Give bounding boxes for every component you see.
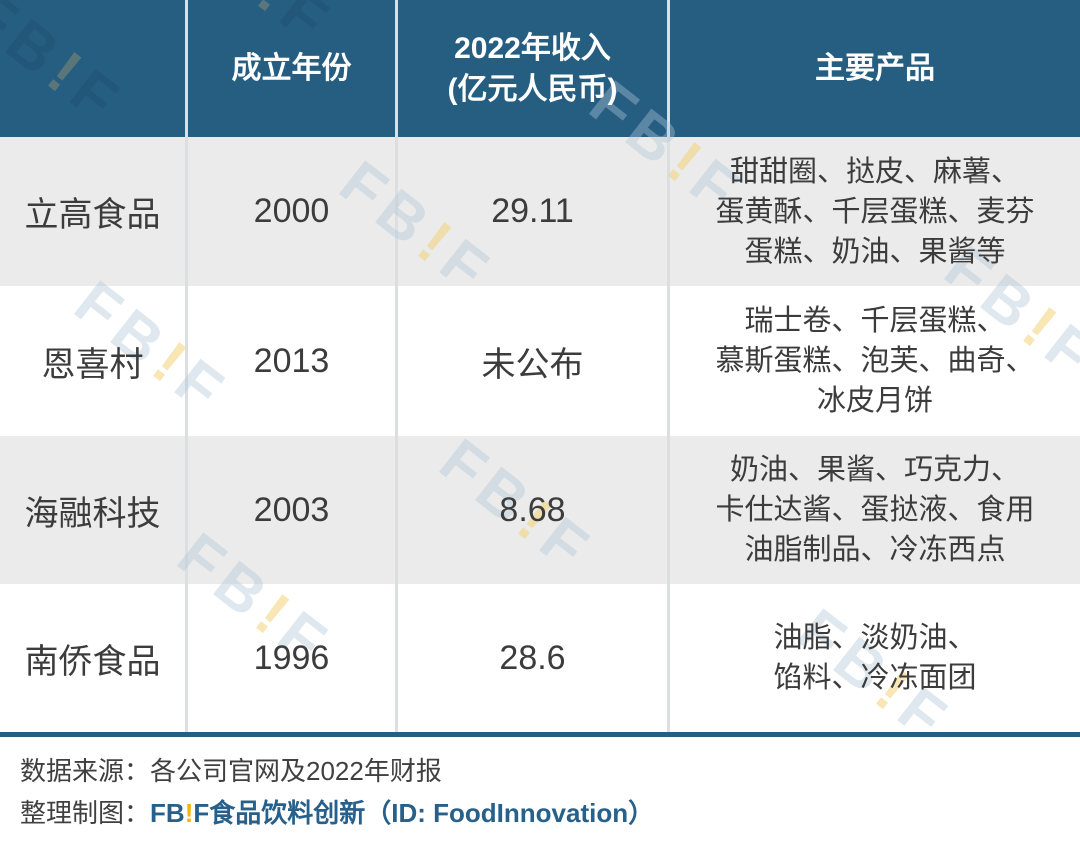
credit-suffix: 食品饮料创新（ID: FoodInnovation）: [209, 798, 655, 828]
company-cell: 恩喜村: [0, 286, 188, 436]
header-products-label: 主要产品: [815, 52, 935, 85]
revenue-value: 29.11: [491, 192, 574, 230]
credit-prefix: 整理制图：: [20, 798, 151, 828]
company-name: 立高食品: [24, 196, 161, 234]
company-name: 恩喜村: [41, 345, 144, 384]
revenue-cell: 28.6: [398, 584, 670, 732]
company-cell: 海融科技: [0, 436, 188, 584]
table-row: 恩喜村 2013 未公布 瑞士卷、千层蛋糕、 慕斯蛋糕、泡芙、曲奇、 冰皮月饼: [0, 286, 1080, 436]
founded-cell: 2003: [188, 436, 398, 584]
products-cell: 奶油、果酱、巧克力、 卡仕达酱、蛋挞液、食用 油脂制品、冷冻西点: [670, 436, 1080, 584]
founded-year: 2013: [253, 341, 330, 380]
products-list: 瑞士卷、千层蛋糕、 慕斯蛋糕、泡芙、曲奇、 冰皮月饼: [715, 305, 1035, 417]
company-cell: 立高食品: [0, 137, 188, 286]
products-cell: 瑞士卷、千层蛋糕、 慕斯蛋糕、泡芙、曲奇、 冰皮月饼: [670, 286, 1080, 436]
founded-year: 2003: [253, 490, 330, 529]
header-cell-founded: 成立年份: [188, 0, 398, 137]
revenue-cell: 8.68: [398, 436, 670, 584]
products-list: 油脂、淡奶油、 馅料、冷冻面团: [773, 622, 977, 694]
header-founded-label: 成立年份: [231, 52, 352, 85]
revenue-value: 8.68: [499, 490, 566, 529]
products-cell: 甜甜圈、挞皮、麻薯、 蛋黄酥、千层蛋糕、麦芬 蛋糕、奶油、果酱等: [670, 137, 1080, 286]
founded-cell: 2000: [188, 137, 398, 286]
fbif-logo-f: F: [193, 798, 210, 828]
products-list: 奶油、果酱、巧克力、 卡仕达酱、蛋挞液、食用 油脂制品、冷冻西点: [715, 454, 1035, 566]
revenue-cell: 29.11: [398, 137, 670, 286]
company-name: 海融科技: [24, 494, 161, 533]
table-header-row: 成立年份 2022年收入 (亿元人民币) 主要产品: [0, 0, 1080, 137]
revenue-value: 28.6: [499, 638, 566, 677]
header-cell-company: [0, 0, 188, 137]
fbif-logo-bang: !: [184, 798, 194, 828]
comparison-table: 成立年份 2022年收入 (亿元人民币) 主要产品 立高食品 2000 29.1…: [0, 0, 1080, 732]
products-cell: 油脂、淡奶油、 馅料、冷冻面团: [670, 584, 1080, 732]
table-row: 立高食品 2000 29.11 甜甜圈、挞皮、麻薯、 蛋黄酥、千层蛋糕、麦芬 蛋…: [0, 137, 1080, 286]
header-cell-revenue: 2022年收入 (亿元人民币): [398, 0, 670, 137]
founded-cell: 1996: [188, 584, 398, 732]
revenue-value: 未公布: [481, 345, 584, 384]
company-cell: 南侨食品: [0, 584, 188, 732]
table-bottom-rule: [0, 732, 1080, 737]
header-revenue-label: 2022年收入 (亿元人民币): [447, 31, 618, 106]
table-row: 海融科技 2003 8.68 奶油、果酱、巧克力、 卡仕达酱、蛋挞液、食用 油脂…: [0, 436, 1080, 584]
products-list: 甜甜圈、挞皮、麻薯、 蛋黄酥、千层蛋糕、麦芬 蛋糕、奶油、果酱等: [715, 155, 1035, 268]
table-row: 南侨食品 1996 28.6 油脂、淡奶油、 馅料、冷冻面团: [0, 584, 1080, 732]
revenue-cell: 未公布: [398, 286, 670, 436]
founded-year: 2000: [253, 192, 330, 230]
company-name: 南侨食品: [24, 642, 161, 681]
footer: 数据来源：各公司官网及2022年财报 整理制图：FB!F食品饮料创新（ID: F…: [0, 737, 1080, 828]
fbif-logo-fb: FB: [150, 798, 185, 828]
founded-year: 1996: [253, 638, 330, 677]
data-source-text: 数据来源：各公司官网及2022年财报: [20, 756, 442, 786]
founded-cell: 2013: [188, 286, 398, 436]
header-cell-products: 主要产品: [670, 0, 1080, 137]
credit-text: 整理制图：FB!F食品饮料创新（ID: FoodInnovation）: [20, 798, 1060, 828]
